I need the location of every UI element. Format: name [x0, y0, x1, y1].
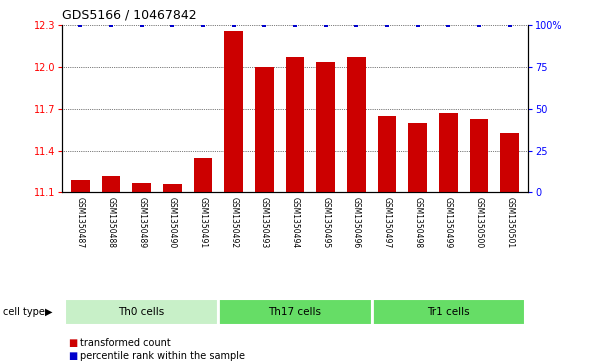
Bar	[218, 299, 372, 325]
Point	[505, 23, 514, 28]
Point	[290, 23, 300, 28]
Text: GSM1350493: GSM1350493	[260, 197, 269, 249]
Bar	[470, 119, 488, 192]
Text: GDS5166 / 10467842: GDS5166 / 10467842	[62, 8, 196, 21]
Text: ■: ■	[68, 338, 77, 348]
Text: GSM1350488: GSM1350488	[107, 197, 116, 248]
Bar	[372, 299, 525, 325]
Bar	[500, 132, 519, 192]
Bar	[408, 123, 427, 192]
Text: cell type: cell type	[3, 307, 45, 317]
Text: Th0 cells: Th0 cells	[119, 307, 165, 317]
Text: Tr1 cells: Tr1 cells	[427, 307, 470, 317]
Point	[229, 23, 238, 28]
Bar	[439, 113, 457, 192]
Point	[76, 23, 85, 28]
Text: percentile rank within the sample: percentile rank within the sample	[80, 351, 245, 361]
Text: ▶: ▶	[45, 307, 53, 317]
Bar	[378, 116, 396, 192]
Point	[168, 23, 177, 28]
Bar	[102, 176, 120, 192]
Text: GSM1350496: GSM1350496	[352, 197, 361, 249]
Text: ■: ■	[68, 351, 77, 361]
Point	[137, 23, 146, 28]
Text: GSM1350487: GSM1350487	[76, 197, 85, 248]
Bar	[71, 180, 90, 192]
Point	[444, 23, 453, 28]
Text: GSM1350498: GSM1350498	[413, 197, 422, 248]
Point	[382, 23, 392, 28]
Bar	[133, 183, 151, 192]
Point	[198, 23, 208, 28]
Text: GSM1350497: GSM1350497	[382, 197, 392, 249]
Bar	[163, 184, 182, 192]
Text: GSM1350492: GSM1350492	[229, 197, 238, 248]
Text: transformed count: transformed count	[80, 338, 171, 348]
Point	[474, 23, 484, 28]
Text: GSM1350491: GSM1350491	[198, 197, 208, 248]
Bar	[194, 158, 212, 192]
Text: Th17 cells: Th17 cells	[268, 307, 322, 317]
Text: GSM1350489: GSM1350489	[137, 197, 146, 248]
Point	[106, 23, 116, 28]
Bar	[65, 299, 218, 325]
Bar	[347, 57, 366, 192]
Bar	[316, 62, 335, 192]
Bar	[224, 31, 243, 192]
Text: GSM1350500: GSM1350500	[474, 197, 483, 249]
Bar	[255, 67, 274, 192]
Text: GSM1350501: GSM1350501	[505, 197, 514, 248]
Point	[413, 23, 422, 28]
Text: GSM1350494: GSM1350494	[290, 197, 300, 249]
Point	[321, 23, 330, 28]
Text: GSM1350499: GSM1350499	[444, 197, 453, 249]
Text: GSM1350495: GSM1350495	[321, 197, 330, 249]
Point	[352, 23, 361, 28]
Text: GSM1350490: GSM1350490	[168, 197, 177, 249]
Point	[260, 23, 269, 28]
Bar	[286, 57, 304, 192]
